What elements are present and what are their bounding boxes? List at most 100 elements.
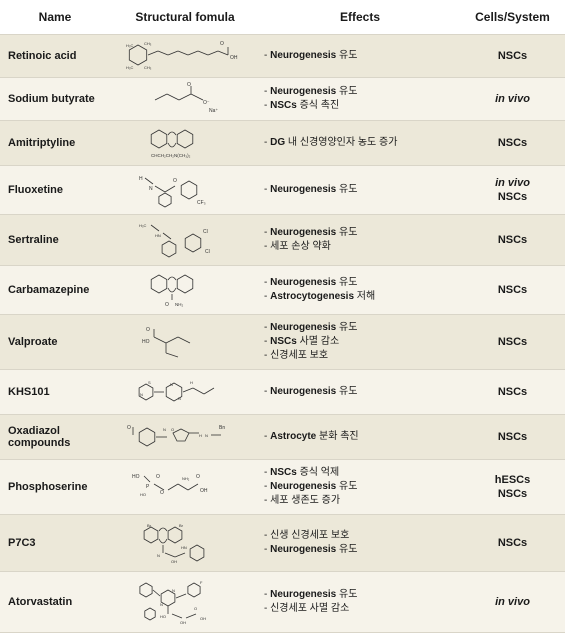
compound-name: Sodium butyrate — [0, 78, 110, 121]
cells-system: NSCs — [460, 370, 565, 415]
system-line: in vivo — [464, 595, 561, 609]
cells-system: hESCsNSCs — [460, 460, 565, 515]
effects-cell: - Neurogenesis 유도- Astrocytogenesis 저해 — [260, 266, 460, 315]
svg-text:N: N — [160, 602, 163, 607]
svg-text:N: N — [170, 382, 173, 387]
system-line: NSCs — [464, 335, 561, 349]
system-line: NSCs — [464, 233, 561, 247]
cells-system: NSCs — [460, 266, 565, 315]
system-line: NSCs — [464, 283, 561, 297]
compound-name: Valproate — [0, 315, 110, 370]
effect-line: - DG 내 신경영양인자 농도 증가 — [264, 136, 456, 150]
cells-system: in vivo — [460, 78, 565, 121]
cells-system: NSCs — [460, 515, 565, 572]
compound-name: Oxadiazol compounds — [0, 415, 110, 460]
svg-text:HN: HN — [155, 233, 161, 238]
svg-text:Br: Br — [179, 523, 184, 528]
structural-formula: ONOHNBn — [110, 415, 260, 460]
effects-cell: - Neurogenesis 유도 — [260, 35, 460, 78]
table-row: ValproateOHO- Neurogenesis 유도- NSCs 사멸 감… — [0, 315, 565, 370]
svg-text:H₃C: H₃C — [139, 223, 147, 228]
svg-text:O: O — [173, 178, 177, 184]
compound-name: Amitriptyline — [0, 121, 110, 166]
effect-line: - Neurogenesis 유도 — [264, 183, 456, 197]
effect-line: - Neurogenesis 유도 — [264, 543, 456, 557]
svg-text:NH₂: NH₂ — [175, 302, 183, 307]
svg-text:Na⁺: Na⁺ — [209, 108, 218, 114]
svg-text:HO: HO — [160, 614, 166, 619]
svg-text:OH: OH — [200, 488, 208, 494]
svg-text:N: N — [149, 186, 153, 192]
svg-text:Br: Br — [147, 523, 152, 528]
effects-cell: - Neurogenesis 유도 — [260, 370, 460, 415]
effects-cell: - DG 내 신경영양인자 농도 증가 — [260, 121, 460, 166]
svg-text:CH₃: CH₃ — [144, 41, 152, 46]
svg-text:OH: OH — [171, 559, 177, 564]
structural-formula: H₃CHNClCl — [110, 215, 260, 266]
system-line: in vivo — [464, 176, 561, 190]
system-line: NSCs — [464, 385, 561, 399]
svg-text:OH: OH — [230, 55, 238, 61]
effect-line: - NSCs 증식 촉진 — [264, 99, 456, 113]
cells-system: NSCs — [460, 215, 565, 266]
svg-text:Bn: Bn — [219, 425, 225, 431]
svg-text:H₃C: H₃C — [126, 43, 134, 48]
effect-line: - 신경세포 사멸 감소 — [264, 602, 456, 616]
svg-text:O: O — [194, 606, 197, 611]
effect-line: - 신경세포 보호 — [264, 349, 456, 363]
svg-text:Cl: Cl — [205, 249, 210, 255]
table-row: KHS101NSNNH- Neurogenesis 유도NSCs — [0, 370, 565, 415]
svg-text:CHCH₂CH₂N(CH₃)₂: CHCH₂CH₂N(CH₃)₂ — [151, 153, 191, 158]
svg-text:S: S — [148, 380, 151, 385]
svg-text:O: O — [196, 474, 200, 480]
effect-line: - Neurogenesis 유도 — [264, 321, 456, 335]
cells-system: NSCs — [460, 121, 565, 166]
effect-line: - Astrocyte 분화 촉진 — [264, 430, 456, 444]
svg-text:N: N — [163, 427, 166, 432]
system-line: NSCs — [464, 49, 561, 63]
svg-text:HN: HN — [181, 545, 187, 550]
table-row: FluoxetineHNOCF₃- Neurogenesis 유도in vivo… — [0, 166, 565, 215]
structural-formula: NOHHNBrBr — [110, 515, 260, 572]
compound-name: Fluoxetine — [0, 166, 110, 215]
table-row: SertralineH₃CHNClCl- Neurogenesis 유도- 세포… — [0, 215, 565, 266]
header-name: Name — [0, 0, 110, 35]
system-line: NSCs — [464, 487, 561, 501]
compound-name: P7C3 — [0, 515, 110, 572]
table-row: PhosphoserineHOPHOOONH₂OOH- NSCs 증식 억제- … — [0, 460, 565, 515]
effect-line: - 세포 손상 약화 — [264, 240, 456, 254]
compound-name: Sertraline — [0, 215, 110, 266]
compound-name: KHS101 — [0, 370, 110, 415]
compound-name: Phosphoserine — [0, 460, 110, 515]
svg-text:OH: OH — [200, 616, 206, 621]
structural-formula: CHCH₂CH₂N(CH₃)₂ — [110, 121, 260, 166]
svg-text:HO: HO — [132, 474, 140, 480]
svg-text:O: O — [156, 474, 160, 480]
svg-text:O: O — [187, 82, 191, 88]
effects-cell: - Astrocyte 분화 촉진 — [260, 415, 460, 460]
svg-text:N: N — [205, 433, 208, 438]
table-row: CarbamazepineONH₂- Neurogenesis 유도- Astr… — [0, 266, 565, 315]
effects-cell: - NSCs 증식 억제- Neurogenesis 유도- 세포 생존도 증가 — [260, 460, 460, 515]
effect-line: - Neurogenesis 유도 — [264, 480, 456, 494]
effect-line: - Neurogenesis 유도 — [264, 85, 456, 99]
header-system: Cells/System — [460, 0, 565, 35]
structural-formula: ONH₂ — [110, 266, 260, 315]
cells-system: in vivo — [460, 572, 565, 633]
structural-formula: OHO — [110, 315, 260, 370]
structural-formula: NNFHOOHOOH — [110, 572, 260, 633]
effect-line: - Neurogenesis 유도 — [264, 276, 456, 290]
cells-system: NSCs — [460, 315, 565, 370]
effects-cell: - Neurogenesis 유도 — [260, 166, 460, 215]
effects-cell: - 신생 신경세포 보호- Neurogenesis 유도 — [260, 515, 460, 572]
svg-text:CF₃: CF₃ — [197, 200, 206, 206]
effects-cell: - Neurogenesis 유도- NSCs 사멸 감소- 신경세포 보호 — [260, 315, 460, 370]
system-line: NSCs — [464, 536, 561, 550]
svg-text:N: N — [140, 392, 143, 397]
header-effects: Effects — [260, 0, 460, 35]
svg-text:HO: HO — [142, 339, 150, 345]
table-header-row: Name Structural fomula Effects Cells/Sys… — [0, 0, 565, 35]
structural-formula: H₃CH₃CCH₃CH₃OOH — [110, 35, 260, 78]
svg-text:H: H — [190, 380, 193, 385]
system-line: NSCs — [464, 190, 561, 204]
